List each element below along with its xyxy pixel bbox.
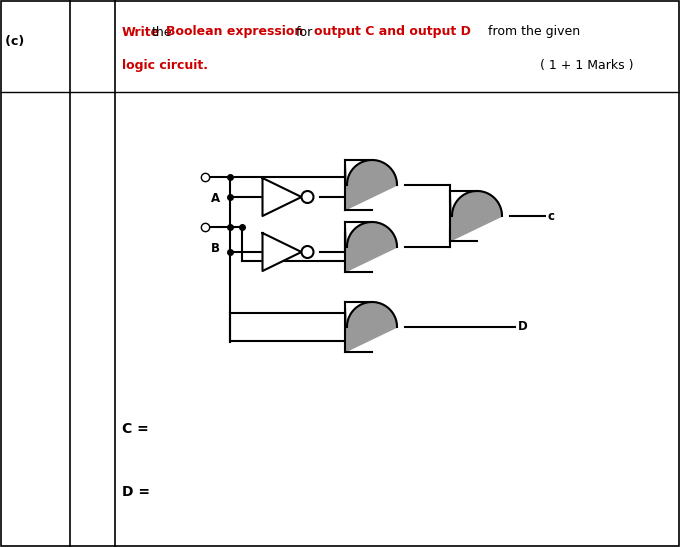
Text: the: the <box>152 26 173 38</box>
Text: C =: C = <box>122 422 149 436</box>
Polygon shape <box>345 160 397 210</box>
Polygon shape <box>345 302 397 352</box>
Text: B: B <box>211 242 220 255</box>
Text: for: for <box>296 26 313 38</box>
Text: 1 (c): 1 (c) <box>0 36 24 49</box>
Text: D: D <box>518 321 528 334</box>
Circle shape <box>301 191 313 203</box>
Text: Write: Write <box>122 26 160 38</box>
Text: ( 1 + 1 Marks ): ( 1 + 1 Marks ) <box>540 59 634 72</box>
Text: from the given: from the given <box>488 26 580 38</box>
Text: logic circuit.: logic circuit. <box>122 59 208 72</box>
Polygon shape <box>262 233 301 271</box>
Text: A: A <box>211 192 220 205</box>
Text: output C and output D: output C and output D <box>314 26 471 38</box>
Text: Boolean expression: Boolean expression <box>166 26 303 38</box>
Circle shape <box>301 246 313 258</box>
Polygon shape <box>450 191 502 241</box>
Polygon shape <box>262 178 301 216</box>
Polygon shape <box>345 222 397 272</box>
Text: D =: D = <box>122 485 150 499</box>
Text: c: c <box>548 210 555 223</box>
